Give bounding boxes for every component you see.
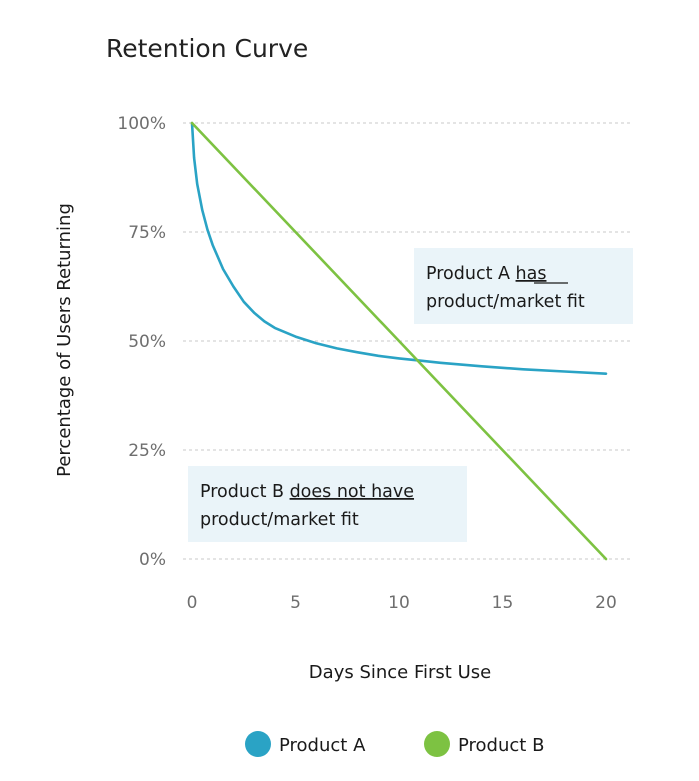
y-tick-label: 50% — [128, 332, 166, 352]
x-tick-label: 5 — [290, 593, 301, 613]
series-line-product-b — [190, 121, 608, 561]
annotation-a-line2: product/market fit — [426, 292, 585, 312]
y-tick-label: 25% — [128, 441, 166, 461]
x-axis-ticks: 0 5 10 15 20 — [187, 593, 617, 613]
grid-lines — [183, 122, 632, 560]
y-tick-label: 75% — [128, 223, 166, 243]
legend-label-product-b: Product B — [458, 735, 544, 756]
y-tick-label: 100% — [117, 114, 166, 134]
annotation-a-box — [414, 248, 633, 324]
legend: Product A Product B — [245, 731, 544, 757]
annotation-product-a: Product A has product/market fit — [414, 248, 633, 324]
annotation-a-emphasis: has — [516, 264, 547, 284]
x-tick-label: 15 — [492, 593, 514, 613]
legend-swatch-product-a — [245, 731, 271, 757]
annotation-b-line2: product/market fit — [200, 510, 359, 530]
series-lines — [190, 121, 608, 561]
x-tick-label: 10 — [388, 593, 410, 613]
legend-label-product-a: Product A — [279, 735, 366, 756]
chart-title: Retention Curve — [106, 34, 308, 63]
y-axis-label: Percentage of Users Returning — [54, 203, 75, 477]
annotation-b-emphasis: does not have — [290, 482, 414, 502]
annotation-b-prefix: Product B — [200, 482, 290, 502]
y-tick-label: 0% — [139, 550, 166, 570]
x-tick-label: 20 — [595, 593, 617, 613]
x-tick-label: 0 — [187, 593, 198, 613]
annotation-b-box — [188, 466, 467, 542]
series-line-product-a — [190, 121, 608, 376]
annotation-product-b: Product B does not have product/market f… — [188, 466, 467, 542]
legend-swatch-product-b — [424, 731, 450, 757]
annotation-a-prefix: Product A — [426, 264, 516, 284]
y-axis-ticks: 0% 25% 50% 75% 100% — [117, 114, 166, 570]
annotation-a-line1: Product A has — [426, 264, 546, 284]
annotation-b-line1: Product B does not have — [200, 482, 414, 502]
x-axis-label: Days Since First Use — [309, 662, 491, 683]
